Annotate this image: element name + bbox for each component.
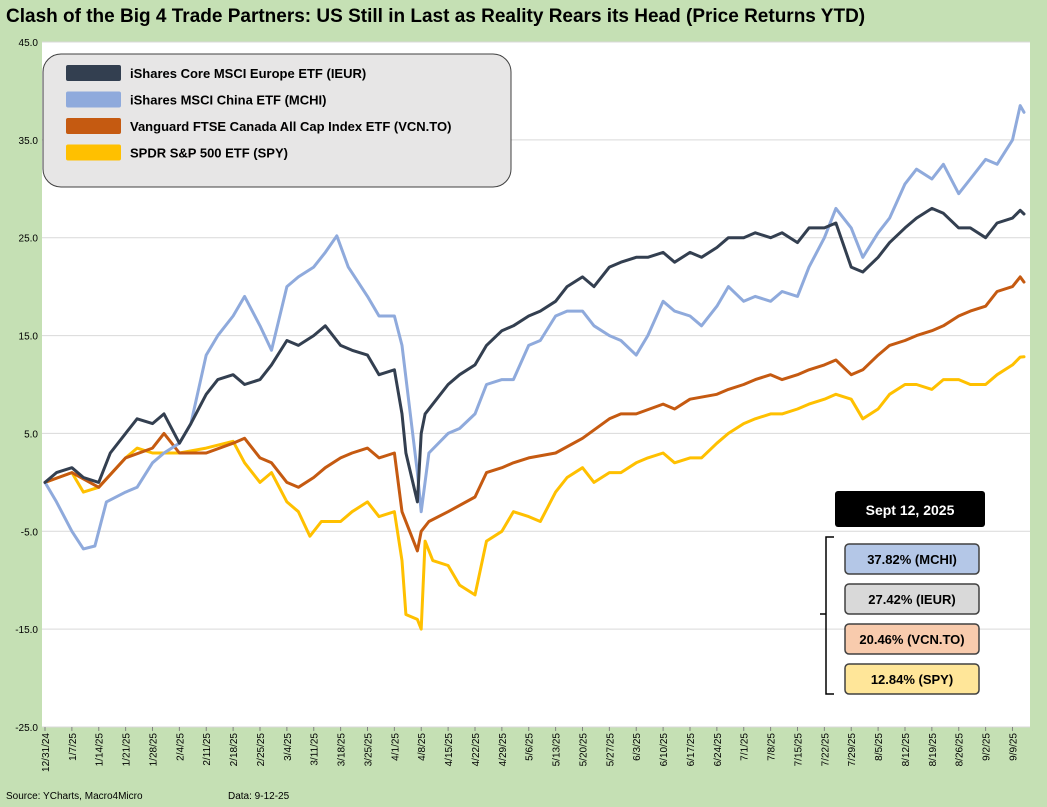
annotation-value-ieur: 27.42% (IEUR) (868, 592, 955, 607)
y-axis-ticks: 45.0 35.0 25.0 15.0 5.0 -5.0 -15.0 -25.0 (15, 38, 38, 734)
legend: iShares Core MSCI Europe ETF (IEUR) iShar… (42, 53, 512, 188)
y-tick-label: 25.0 (19, 234, 39, 245)
x-tick-label: 2/4/25 (175, 733, 186, 761)
legend-label-mchi: iShares MSCI China ETF (MCHI) (130, 93, 326, 108)
x-tick-label: 4/1/25 (390, 733, 401, 761)
gridlines (42, 41, 1030, 728)
annotation-value-spy: 12.84% (SPY) (871, 672, 953, 687)
x-tick-label: 8/5/25 (874, 733, 885, 761)
x-tick-label: 6/10/25 (659, 733, 670, 767)
y-tick-label: -25.0 (15, 723, 38, 734)
legend-swatch-mchi (66, 91, 121, 108)
x-tick-label: 1/14/25 (95, 733, 106, 767)
y-tick-label: 45.0 (19, 38, 39, 49)
series-line-mchi (43, 104, 1026, 551)
x-tick-label: 3/4/25 (283, 733, 294, 761)
x-tick-label: 3/11/25 (310, 733, 321, 766)
y-tick-label: 15.0 (19, 332, 39, 343)
x-tick-label: 1/7/25 (68, 733, 79, 761)
x-tick-label: 4/8/25 (417, 733, 428, 761)
x-tick-label: 9/2/25 (982, 733, 993, 761)
x-tick-label: 5/6/25 (525, 733, 536, 761)
annotation-entry-spy (844, 663, 980, 695)
x-tick-label: 1/28/25 (148, 733, 159, 767)
legend-label-spy: SPDR S&P 500 ETF (SPY) (130, 146, 288, 161)
x-tick-label: 5/13/25 (552, 733, 563, 767)
annotation-value-vcn: 20.46% (VCN.TO) (859, 632, 964, 647)
source-note: Source: YCharts, Macro4Micro (6, 791, 143, 802)
annotation-box: Sept 12, 2025 37.82% (MCHI) 27.42% (IEUR) 2… (820, 491, 985, 695)
annotation-entry-mchi (844, 543, 980, 575)
x-tick-label: 6/24/25 (713, 733, 724, 767)
legend-swatch-spy (66, 144, 121, 161)
x-tick-label: 7/15/25 (793, 733, 804, 767)
annotation-entry-ieur (844, 583, 980, 615)
x-tick-label: 12/31/24 (41, 733, 52, 772)
x-tick-label: 2/18/25 (229, 733, 240, 767)
x-tick-label: 3/25/25 (363, 733, 374, 767)
series-line-ieur (43, 206, 1026, 504)
x-tick-label: 2/25/25 (256, 733, 267, 767)
x-tick-label: 9/9/25 (1008, 733, 1019, 761)
x-tick-label: 2/11/25 (202, 733, 213, 766)
x-tick-label: 4/15/25 (444, 733, 455, 767)
x-tick-label: 6/17/25 (686, 733, 697, 767)
series-line-spy (43, 355, 1026, 631)
x-tick-label: 7/29/25 (847, 733, 858, 767)
y-tick-label: -15.0 (15, 625, 38, 636)
x-tick-label: 7/1/25 (740, 733, 751, 761)
series-line-vcn (43, 275, 1026, 553)
legend-swatch-vcn (66, 118, 121, 134)
data-date-note: Data: 9-12-25 (228, 791, 290, 802)
x-tick-label: 8/19/25 (928, 733, 939, 767)
annotation-value-mchi: 37.82% (MCHI) (867, 552, 957, 567)
x-tick-label: 7/22/25 (820, 733, 831, 767)
annotation-date-box (835, 491, 985, 527)
x-tick-label: 3/18/25 (337, 733, 348, 767)
x-tick-label: 4/29/25 (498, 733, 509, 767)
x-axis-ticks: 12/31/24 1/7/25 1/14/25 1/21/25 1/28/25 2/4/2… (41, 727, 1019, 772)
y-tick-label: 5.0 (24, 429, 38, 440)
x-tick-label: 4/22/25 (471, 733, 482, 767)
x-tick-label: 6/3/25 (632, 733, 643, 761)
annotation-entry-vcn (844, 623, 980, 655)
annotation-brace (820, 536, 834, 695)
annotation-date-label: Sept 12, 2025 (866, 502, 955, 518)
x-tick-label: 8/12/25 (901, 733, 912, 767)
x-tick-label: 7/8/25 (767, 733, 778, 761)
y-tick-label: 35.0 (19, 136, 39, 147)
x-tick-label: 8/26/25 (955, 733, 966, 767)
legend-box (42, 53, 512, 188)
legend-swatch-ieur (66, 65, 121, 81)
x-tick-label: 1/21/25 (122, 733, 133, 767)
legend-label-vcn: Vanguard FTSE Canada All Cap Index ETF (… (130, 119, 451, 134)
chart-title: Clash of the Big 4 Trade Partners: US St… (6, 6, 866, 27)
y-tick-label: -5.0 (21, 527, 39, 538)
series-lines (43, 104, 1026, 631)
legend-label-ieur: iShares Core MSCI Europe ETF (IEUR) (130, 66, 366, 81)
x-tick-label: 5/27/25 (605, 733, 616, 767)
x-tick-label: 5/20/25 (578, 733, 589, 767)
